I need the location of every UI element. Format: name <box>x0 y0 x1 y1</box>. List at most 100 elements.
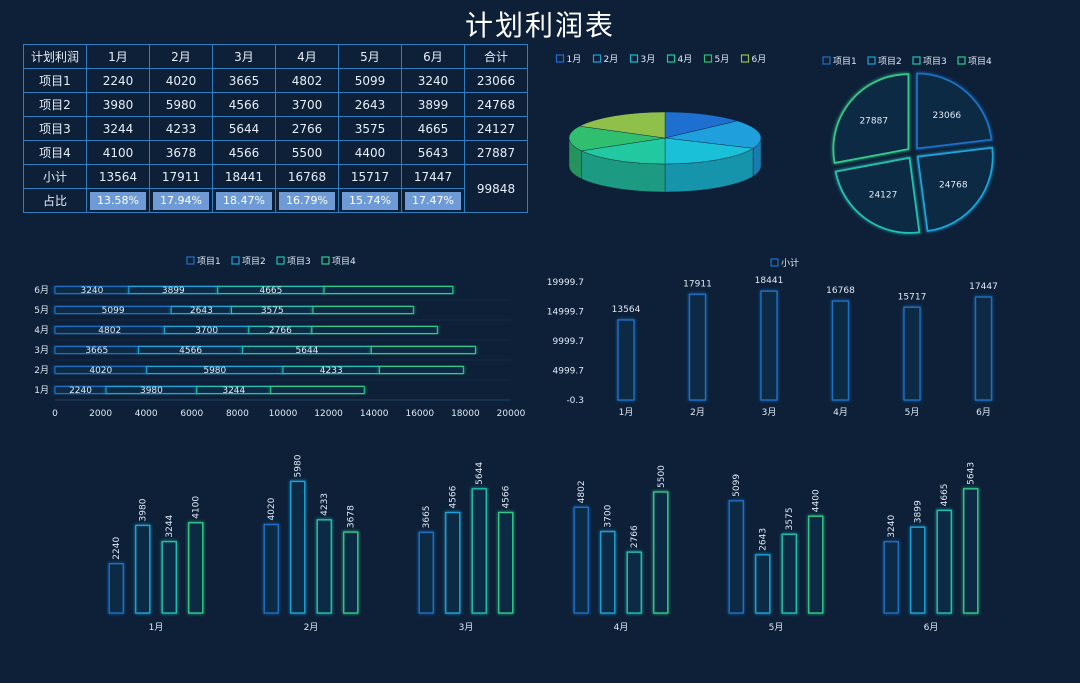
legend-swatch <box>555 54 565 63</box>
table-cell: 5643 <box>401 140 465 165</box>
table-cell: 3678 <box>149 140 213 165</box>
legend-label: 6月 <box>752 54 767 65</box>
hbar-segment <box>312 305 414 315</box>
y-tick-label: 4999.7 <box>553 367 585 377</box>
chart-legend: 1月 2月 3月 4月 5月 6月 <box>555 54 767 65</box>
x-tick-label: 4月 <box>614 622 629 633</box>
pie3d-slice <box>664 120 762 149</box>
bar <box>963 488 979 614</box>
hbar-value: 4233 <box>320 366 343 376</box>
hbar-segment <box>311 325 438 335</box>
ratio-value: 15.74% <box>342 191 398 210</box>
pie-label: 24127 <box>869 190 898 200</box>
bar-value: 2643 <box>759 528 769 551</box>
row-label: 占比 <box>23 188 87 213</box>
ratio-cell: 18.47% <box>212 188 276 213</box>
hbar-chart: 0 2000 4000 6000 8000 10000 12000 14000 16000 180… <box>34 285 525 419</box>
x-tick-label: 5月 <box>769 622 784 633</box>
y-tick-label: 9999.7 <box>553 337 585 347</box>
hbar-value: 3700 <box>195 326 218 336</box>
ratio-value: 17.94% <box>153 191 209 210</box>
pie-label: 23066 <box>933 111 962 121</box>
x-tick-label: 6月 <box>924 622 939 633</box>
table-header-cell: 计划利润 <box>23 44 87 69</box>
chart-legend: 项目1 项目2 项目3 项目4 <box>186 256 356 267</box>
bar <box>755 554 771 614</box>
pie-slice <box>916 72 993 150</box>
legend-swatch <box>740 54 750 63</box>
ratio-row: 占比 13.58% 17.94% 18.47% 16.79% 15.74% 17… <box>23 188 528 213</box>
legend-label: 1月 <box>567 54 582 65</box>
ratio-value: 18.47% <box>216 191 272 210</box>
bar <box>445 511 461 614</box>
ratio-value: 13.58% <box>90 191 146 210</box>
legend-swatch <box>321 256 330 265</box>
bar-value: 18441 <box>755 276 784 286</box>
table-header-cell: 1月 <box>86 44 150 69</box>
legend-label: 项目1 <box>833 56 857 67</box>
table-cell: 3899 <box>401 92 465 117</box>
ratio-cell: 17.94% <box>149 188 213 213</box>
bar <box>263 523 279 614</box>
legend-label: 小计 <box>781 257 799 269</box>
pie-label: 27887 <box>859 116 888 126</box>
bar <box>626 551 642 614</box>
hbar-value: 4020 <box>89 366 112 376</box>
chart-legend: 项目1 项目2 项目3 项目4 <box>822 56 992 67</box>
legend-swatch <box>957 56 966 65</box>
bar <box>108 563 124 614</box>
table-cell: 18441 <box>212 164 276 189</box>
x-tick-label: 3月 <box>762 407 777 418</box>
legend-label: 项目4 <box>332 256 356 267</box>
pie3d-slice <box>568 125 666 152</box>
bar <box>600 530 616 614</box>
x-tick-label: 10000 <box>269 409 298 419</box>
bar-value: 4233 <box>320 493 330 516</box>
hbar-segment <box>323 285 454 295</box>
bar-value: 2240 <box>112 537 122 560</box>
y-tick-label: 1月 <box>34 385 49 396</box>
legend-swatch <box>867 56 876 65</box>
hbar-value: 5644 <box>296 346 319 356</box>
legend-label: 3月 <box>641 54 656 65</box>
row-total: 23066 <box>464 68 528 93</box>
row-total: 27887 <box>464 140 528 165</box>
legend-label: 项目3 <box>923 56 947 67</box>
table-cell: 4665 <box>401 116 465 141</box>
table-cell: 3980 <box>86 92 150 117</box>
y-tick-label: 5月 <box>34 305 49 316</box>
table-cell: 4100 <box>86 140 150 165</box>
legend-swatch <box>592 54 602 63</box>
y-tick-label: 2月 <box>34 365 49 376</box>
bar-value: 16768 <box>826 286 855 296</box>
bar <box>290 480 306 614</box>
bar-value: 15717 <box>898 292 927 302</box>
hbar-value: 2766 <box>269 326 292 336</box>
legend-swatch <box>770 258 779 267</box>
hbar-segment <box>370 345 477 355</box>
legend-label: 4月 <box>678 54 693 65</box>
bar <box>498 511 514 614</box>
ratio-value: 17.47% <box>405 191 461 210</box>
bar-value: 3980 <box>139 498 149 521</box>
bar <box>808 515 824 614</box>
table-cell: 2240 <box>86 68 150 93</box>
bar-value: 4020 <box>267 497 277 520</box>
bar <box>653 491 669 614</box>
x-tick-label: 3月 <box>459 622 474 633</box>
pie3d-slice <box>580 137 666 165</box>
bar-value: 17447 <box>969 282 998 292</box>
hbar-value: 4566 <box>179 346 202 356</box>
hbar-value: 4802 <box>98 326 121 336</box>
bar <box>135 524 151 614</box>
bar <box>883 541 899 614</box>
x-tick-label: 4月 <box>833 407 848 418</box>
x-tick-label: 0 <box>52 409 58 419</box>
legend-swatch <box>703 54 713 63</box>
bar-value: 4802 <box>577 480 587 503</box>
legend-swatch <box>186 256 195 265</box>
chart-legend: 小计 <box>770 257 799 269</box>
legend-swatch <box>231 256 240 265</box>
bar <box>903 306 921 401</box>
